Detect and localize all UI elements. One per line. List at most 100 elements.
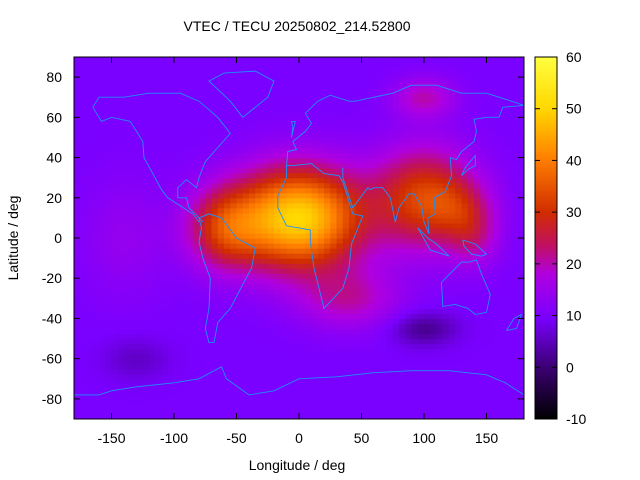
heatmap-cell	[236, 393, 244, 400]
heatmap-cell	[236, 368, 244, 375]
heatmap-cell	[236, 72, 244, 78]
heatmap-cell	[305, 127, 313, 134]
heatmap-cell	[305, 368, 313, 375]
heatmap-cell	[274, 253, 281, 259]
heatmap-cell	[117, 172, 125, 179]
heatmap-cell	[480, 373, 488, 380]
heatmap-cell	[280, 162, 288, 169]
heatmap-cell	[417, 263, 425, 269]
heatmap-cell	[455, 87, 463, 93]
heatmap-cell	[417, 373, 425, 380]
heatmap-cell	[224, 388, 231, 395]
heatmap-cell	[174, 368, 181, 375]
heatmap-cell	[505, 313, 513, 320]
heatmap-cell	[267, 172, 275, 179]
heatmap-cell	[480, 378, 488, 385]
heatmap-cell	[186, 393, 194, 400]
heatmap-cell	[474, 102, 481, 108]
heatmap-cell	[424, 388, 431, 395]
heatmap-cell	[236, 207, 244, 214]
heatmap-cell	[355, 232, 363, 239]
heatmap-cell	[261, 283, 269, 289]
heatmap-cell	[349, 207, 356, 214]
heatmap-cell	[417, 152, 425, 159]
heatmap-cell	[249, 368, 256, 375]
heatmap-cell	[180, 373, 188, 380]
heatmap-cell	[180, 398, 188, 405]
heatmap-cell	[180, 328, 188, 335]
heatmap-cell	[155, 207, 163, 214]
heatmap-cell	[92, 313, 100, 320]
heatmap-cell	[492, 348, 500, 355]
heatmap-cell	[492, 338, 500, 345]
heatmap-cell	[280, 263, 288, 269]
heatmap-cell	[505, 137, 513, 144]
heatmap-cell	[392, 298, 400, 304]
heatmap-cell	[230, 308, 238, 315]
heatmap-cell	[499, 403, 506, 410]
heatmap-cell	[167, 192, 175, 199]
heatmap-cell	[399, 323, 406, 330]
heatmap-cell	[455, 177, 463, 184]
heatmap-cell	[74, 373, 81, 380]
heatmap-cell	[405, 248, 413, 254]
heatmap-cell	[192, 72, 200, 78]
heatmap-cell	[242, 408, 250, 415]
heatmap-cell	[374, 232, 381, 239]
heatmap-cell	[192, 353, 200, 360]
heatmap-cell	[317, 308, 325, 315]
heatmap-cell	[99, 358, 106, 365]
heatmap-cell	[355, 268, 363, 274]
heatmap-cell	[299, 413, 306, 419]
heatmap-cell	[336, 227, 344, 234]
heatmap-cell	[211, 157, 219, 164]
heatmap-cell	[224, 72, 231, 78]
heatmap-cell	[217, 323, 225, 330]
heatmap-cell	[386, 398, 394, 405]
heatmap-cell	[336, 82, 344, 88]
heatmap-cell	[436, 303, 444, 309]
heatmap-cell	[324, 137, 331, 144]
heatmap-cell	[167, 77, 175, 83]
heatmap-cell	[499, 413, 506, 419]
heatmap-cell	[74, 147, 81, 154]
heatmap-cell	[224, 303, 231, 309]
heatmap-cell	[355, 157, 363, 164]
heatmap-cell	[505, 398, 513, 405]
heatmap-cell	[461, 102, 469, 108]
heatmap-cell	[349, 182, 356, 189]
heatmap-cell	[330, 92, 338, 98]
heatmap-cell	[336, 222, 344, 229]
heatmap-cell	[292, 323, 300, 330]
heatmap-cell	[486, 378, 494, 385]
heatmap-cell	[492, 408, 500, 415]
heatmap-cell	[217, 303, 225, 309]
heatmap-cell	[336, 217, 344, 224]
heatmap-cell	[249, 238, 256, 244]
heatmap-cell	[149, 157, 156, 164]
heatmap-cell	[342, 353, 350, 360]
heatmap-cell	[192, 87, 200, 93]
heatmap-cell	[286, 187, 294, 194]
heatmap-cell	[405, 122, 413, 128]
heatmap-cell	[299, 142, 306, 149]
heatmap-cell	[480, 177, 488, 184]
heatmap-cell	[149, 258, 156, 264]
heatmap-cell	[217, 318, 225, 325]
heatmap-cell	[99, 82, 106, 88]
heatmap-cell	[180, 253, 188, 259]
heatmap-cell	[124, 127, 131, 134]
heatmap-cell	[167, 403, 175, 410]
heatmap-cell	[361, 117, 369, 123]
heatmap-cell	[436, 122, 444, 128]
heatmap-cell	[511, 77, 519, 83]
heatmap-cell	[367, 353, 375, 360]
heatmap-cell	[336, 378, 344, 385]
heatmap-cell	[411, 293, 419, 299]
heatmap-cell	[499, 82, 506, 88]
heatmap-cell	[161, 202, 169, 209]
heatmap-cell	[274, 348, 281, 355]
heatmap-cell	[336, 368, 344, 375]
heatmap-cell	[492, 268, 500, 274]
heatmap-cell	[117, 283, 125, 289]
